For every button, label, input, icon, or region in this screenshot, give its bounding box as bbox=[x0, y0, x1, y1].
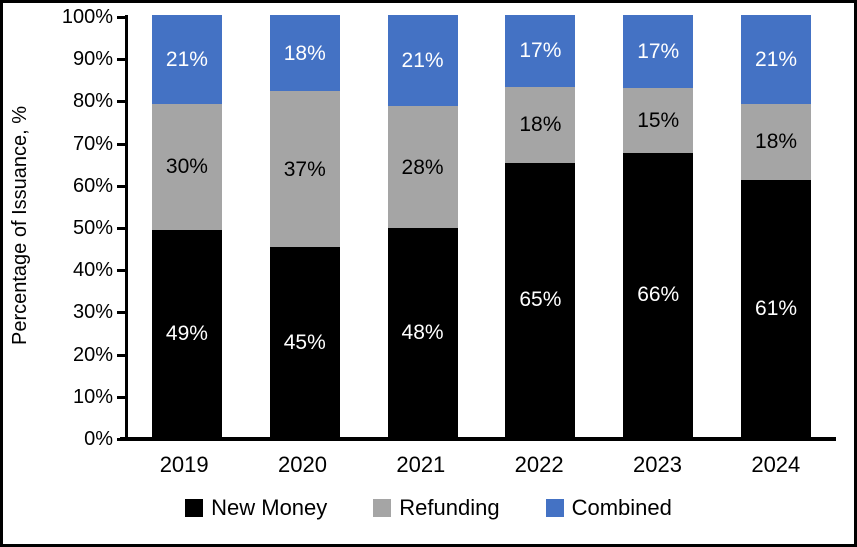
bar-segment-refunding: 15% bbox=[623, 88, 694, 153]
x-axis-label-2019: 2019 bbox=[159, 452, 209, 477]
legend-item-refunding: Refunding bbox=[373, 495, 500, 521]
y-tick-mark bbox=[117, 227, 126, 230]
bar-value-label: 21% bbox=[401, 49, 444, 73]
bar-value-label: 49% bbox=[165, 322, 208, 346]
bar-segment-refunding: 18% bbox=[741, 103, 812, 180]
legend-label: Refunding bbox=[399, 495, 500, 520]
y-tick-mark bbox=[117, 311, 126, 315]
bar-segment-new-money: 61% bbox=[741, 179, 812, 437]
bar-segment-combined: 17% bbox=[505, 15, 576, 87]
legend-label: New Money bbox=[211, 495, 328, 520]
x-axis-label-2021: 2021 bbox=[396, 452, 446, 477]
bar-segment-combined: 18% bbox=[269, 15, 340, 91]
stacked-bar-2021: 48% 28% 21% bbox=[387, 15, 458, 437]
bar-slot-2020: 45% 37% 18% bbox=[246, 15, 364, 437]
bar-value-label: 17% bbox=[637, 40, 680, 64]
bar-value-label: 21% bbox=[165, 47, 208, 71]
legend-swatch-icon bbox=[185, 499, 204, 517]
y-axis-title-container: Percentage of Issuance, % bbox=[3, 13, 39, 437]
y-tick-mark bbox=[117, 100, 126, 104]
bar-value-label: 17% bbox=[519, 39, 562, 63]
stacked-bar-2024: 61% 18% 21% bbox=[741, 15, 812, 437]
bar-segment-combined: 21% bbox=[387, 15, 458, 107]
y-tick-mark bbox=[117, 353, 126, 357]
bar-value-label: 18% bbox=[755, 130, 798, 154]
x-axis-label-2023: 2023 bbox=[633, 452, 682, 477]
bar-value-label: 65% bbox=[519, 288, 562, 312]
bar-slot-2021: 48% 28% 21% bbox=[364, 15, 482, 437]
bar-slot-2024: 61% 18% 21% bbox=[717, 15, 835, 437]
chart-legend: New Money Refunding Combined bbox=[3, 495, 854, 521]
legend-label: Combined bbox=[571, 495, 672, 520]
bar-segment-combined: 17% bbox=[623, 15, 694, 89]
y-tick-mark bbox=[117, 16, 126, 19]
bar-value-label: 18% bbox=[283, 41, 326, 65]
bar-value-label: 48% bbox=[401, 321, 444, 345]
bar-segment-new-money: 65% bbox=[505, 162, 576, 437]
x-axis-label-2020: 2020 bbox=[278, 452, 327, 477]
bar-value-label: 37% bbox=[283, 157, 326, 181]
y-tick-mark bbox=[117, 58, 126, 62]
bar-segment-new-money: 66% bbox=[623, 152, 694, 437]
bar-segment-combined: 21% bbox=[151, 15, 222, 104]
bar-segment-refunding: 28% bbox=[387, 106, 458, 229]
bar-segment-refunding: 37% bbox=[269, 90, 340, 248]
y-tick-label: 70% bbox=[72, 132, 113, 155]
legend-item-new-money: New Money bbox=[185, 495, 327, 521]
plot-area: 49% 30% 21% 45% 37% 18% 48% 28% 21% 65% 18% 17% 66% 1… bbox=[125, 15, 835, 437]
y-tick-mark bbox=[117, 184, 126, 188]
bar-segment-new-money: 49% bbox=[151, 230, 222, 437]
bar-value-label: 30% bbox=[165, 155, 208, 179]
bar-value-label: 61% bbox=[755, 296, 798, 320]
stacked-bar-2022: 65% 18% 17% bbox=[505, 15, 576, 437]
bar-value-label: 18% bbox=[519, 113, 562, 137]
x-axis-line bbox=[120, 437, 836, 441]
y-tick-label: 0% bbox=[84, 428, 113, 450]
legend-swatch-icon bbox=[545, 499, 564, 517]
x-axis-label-2022: 2022 bbox=[514, 452, 564, 477]
bar-slot-2022: 65% 18% 17% bbox=[481, 15, 599, 437]
bar-value-label: 66% bbox=[637, 283, 680, 307]
bar-segment-new-money: 48% bbox=[387, 228, 458, 437]
y-tick-label: 90% bbox=[72, 48, 113, 71]
stacked-bar-2023: 66% 15% 17% bbox=[623, 15, 694, 437]
bar-value-label: 15% bbox=[637, 109, 680, 132]
bar-slot-2019: 49% 30% 21% bbox=[128, 15, 246, 437]
y-tick-label: 50% bbox=[72, 217, 113, 239]
y-tick-label: 10% bbox=[72, 385, 113, 408]
y-tick-label: 60% bbox=[72, 174, 113, 197]
bar-segment-combined: 21% bbox=[741, 15, 812, 104]
stacked-bar-2020: 45% 37% 18% bbox=[269, 15, 340, 437]
bar-value-label: 45% bbox=[283, 330, 326, 354]
bar-value-label: 28% bbox=[401, 155, 444, 179]
y-axis-title: Percentage of Issuance, % bbox=[9, 105, 32, 345]
legend-swatch-icon bbox=[373, 499, 392, 517]
y-tick-label: 30% bbox=[72, 301, 113, 324]
stacked-bar-2019: 49% 30% 21% bbox=[151, 15, 222, 437]
x-axis-labels: 2019 2020 2021 2022 2023 2024 bbox=[125, 452, 835, 478]
x-axis-label-2024: 2024 bbox=[751, 452, 801, 477]
y-tick-label: 80% bbox=[72, 90, 113, 113]
y-tick-mark bbox=[117, 269, 126, 273]
y-tick-label: 40% bbox=[72, 259, 113, 282]
legend-item-combined: Combined bbox=[545, 495, 672, 521]
y-tick-label: 100% bbox=[61, 6, 113, 28]
y-tick-label: 20% bbox=[72, 343, 113, 366]
y-tick-mark bbox=[117, 395, 126, 399]
bar-value-label: 21% bbox=[755, 47, 798, 71]
bar-segment-new-money: 45% bbox=[269, 247, 340, 437]
y-tick-mark bbox=[117, 142, 126, 146]
bar-segment-refunding: 18% bbox=[505, 86, 576, 163]
bar-slot-2023: 66% 15% 17% bbox=[599, 15, 717, 437]
bar-segment-refunding: 30% bbox=[151, 103, 222, 231]
